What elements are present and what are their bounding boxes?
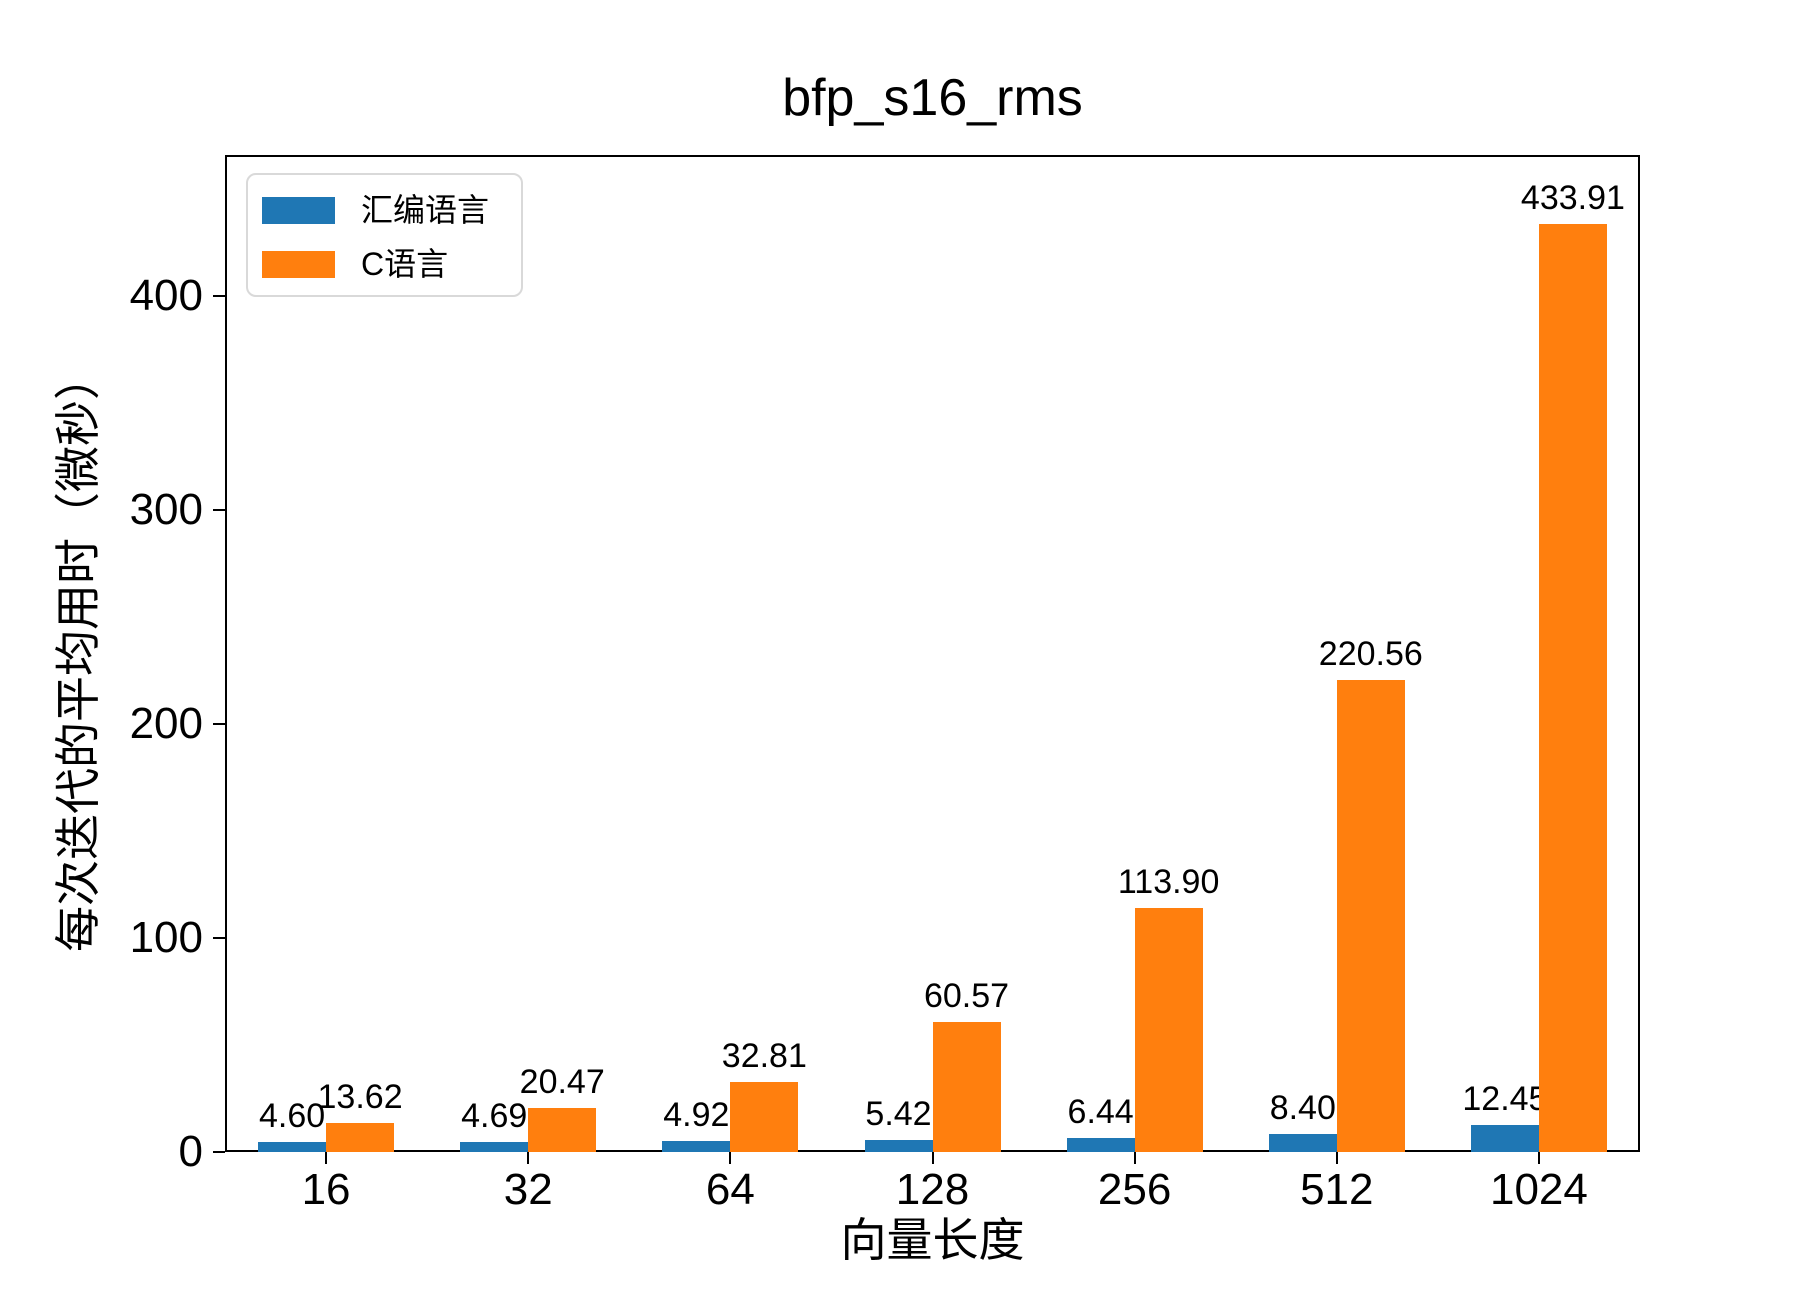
bar-value-label: 12.45 <box>1462 1080 1548 1119</box>
bar-value-label: 4.92 <box>663 1096 730 1135</box>
bar-assembly <box>1268 1134 1337 1152</box>
x-tick <box>527 1152 530 1164</box>
y-tick-label: 200 <box>129 699 203 749</box>
y-tick-label: 300 <box>129 485 203 535</box>
y-tick-label: 100 <box>129 913 203 963</box>
x-tick-label: 256 <box>1097 1165 1172 1214</box>
y-tick <box>213 295 225 298</box>
bar-c <box>932 1022 1001 1152</box>
legend-swatch-assembly-icon <box>262 196 335 224</box>
bar-value-label: 32.81 <box>721 1036 807 1075</box>
bar-assembly <box>460 1141 529 1152</box>
bar-value-label: 4.69 <box>461 1096 528 1135</box>
bar-value-label: 5.42 <box>865 1095 932 1134</box>
bar-value-label: 4.60 <box>258 1097 326 1136</box>
x-tick <box>1537 1152 1540 1164</box>
bar-c <box>1134 908 1203 1152</box>
x-tick <box>1335 1152 1338 1164</box>
y-axis-label: 每次迭代的平均用时（微秒） <box>52 354 104 952</box>
bar-value-label: 20.47 <box>519 1063 605 1102</box>
legend-swatch-c-icon <box>262 250 335 278</box>
y-tick <box>213 1151 225 1153</box>
bar-c <box>730 1081 799 1152</box>
x-tick-label: 32 <box>503 1165 553 1214</box>
y-tick <box>213 723 225 726</box>
y-tick <box>213 937 225 940</box>
bar-c <box>1538 223 1607 1152</box>
bar-assembly <box>1066 1138 1135 1152</box>
bar-value-label: 113.90 <box>1117 863 1220 902</box>
legend-label-c: C语言 <box>361 246 449 282</box>
x-tick-label: 16 <box>301 1165 351 1214</box>
bar-c <box>326 1122 395 1152</box>
x-tick-label: 128 <box>895 1165 970 1214</box>
bar-value-label: 433.91 <box>1520 178 1625 217</box>
bar-value-label: 13.62 <box>317 1077 403 1116</box>
x-tick-label: 512 <box>1300 1165 1374 1214</box>
x-tick-label: 64 <box>705 1165 755 1214</box>
x-axis-label: 向量长度 <box>840 1214 1025 1266</box>
legend-item-assembly: 汇编语言 <box>262 190 521 230</box>
chart-title: bfp_s16_rms <box>782 69 1083 127</box>
y-tick-label: 400 <box>129 271 203 321</box>
bar-value-label: 60.57 <box>923 977 1010 1016</box>
legend-item-c: C语言 <box>262 244 521 284</box>
legend: 汇编语言 C语言 <box>246 173 523 297</box>
y-tick-label: 0 <box>178 1127 203 1176</box>
x-tick <box>325 1152 328 1164</box>
bar-assembly <box>662 1141 731 1152</box>
x-tick <box>1133 1152 1136 1164</box>
bar-assembly <box>258 1142 327 1152</box>
bar-value-label: 220.56 <box>1318 635 1423 674</box>
x-tick-label: 1024 <box>1489 1165 1588 1214</box>
y-tick <box>213 509 225 512</box>
bar-c <box>528 1108 597 1152</box>
bar-value-label: 8.40 <box>1269 1089 1336 1128</box>
bar-value-label: 6.44 <box>1067 1093 1134 1132</box>
bar-c <box>1336 680 1405 1152</box>
bar-assembly <box>1470 1125 1539 1152</box>
legend-label-assembly: 汇编语言 <box>361 192 490 228</box>
x-tick <box>729 1152 732 1164</box>
x-tick <box>931 1152 934 1164</box>
bar-assembly <box>864 1140 933 1152</box>
